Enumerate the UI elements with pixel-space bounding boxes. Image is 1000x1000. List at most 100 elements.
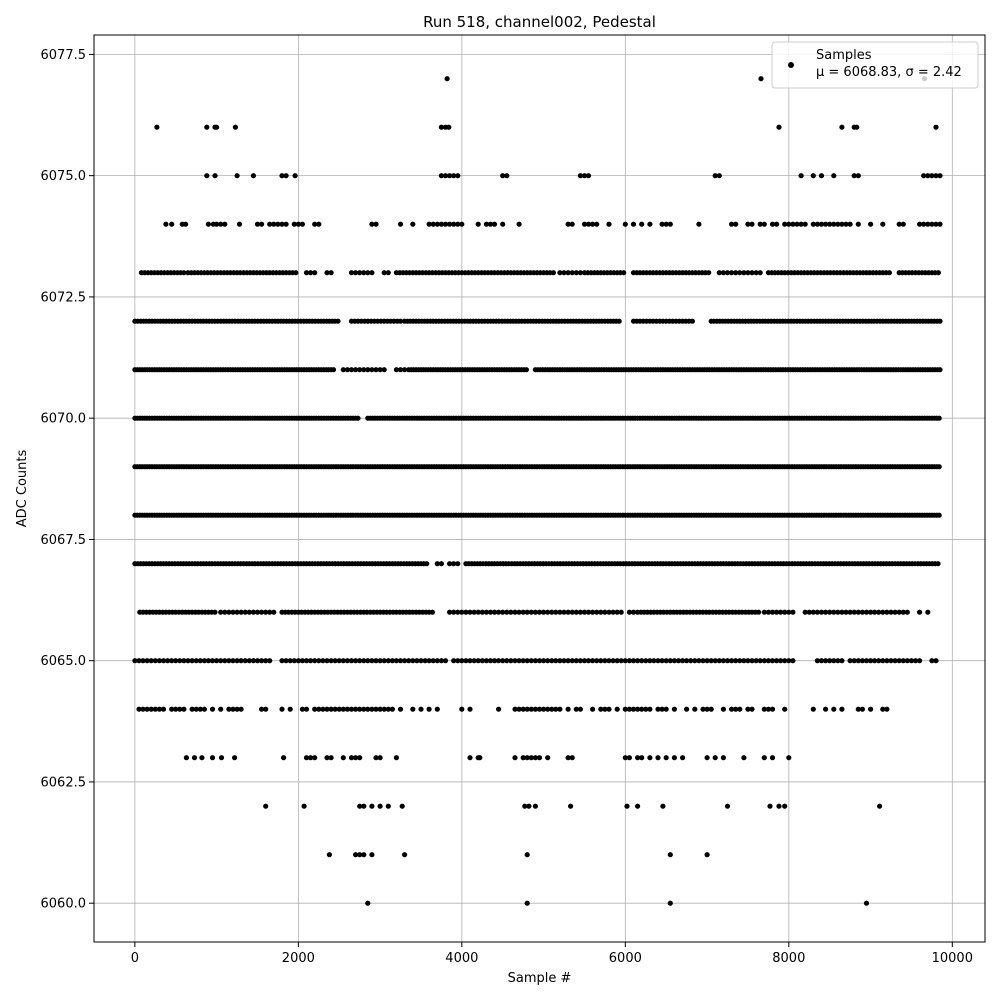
data-point <box>516 609 522 615</box>
data-point <box>937 173 943 179</box>
data-point <box>442 658 449 664</box>
data-point <box>303 755 310 761</box>
data-point <box>226 609 232 615</box>
data-point <box>622 221 628 227</box>
data-point <box>585 173 592 179</box>
data-point <box>316 706 322 712</box>
data-point <box>324 706 330 712</box>
data-point <box>655 706 661 712</box>
data-point <box>442 173 449 179</box>
data-point <box>455 173 461 179</box>
data-point <box>348 706 355 712</box>
data-point <box>606 706 612 712</box>
data-point <box>758 76 764 82</box>
data-point <box>908 658 915 664</box>
data-point <box>630 221 637 227</box>
data-point <box>238 609 244 615</box>
data-point <box>590 658 596 664</box>
data-point <box>568 803 574 809</box>
data-point <box>729 270 735 276</box>
data-point <box>847 658 853 664</box>
data-point <box>328 706 334 712</box>
data-point <box>332 706 338 712</box>
data-point <box>275 221 281 227</box>
data-point <box>545 658 551 664</box>
data-point <box>508 609 514 615</box>
data-point <box>810 173 816 179</box>
data-point <box>169 706 175 712</box>
data-point <box>831 706 837 712</box>
data-point <box>553 658 559 664</box>
data-point <box>455 561 461 567</box>
data-point <box>851 173 857 179</box>
data-point <box>765 658 772 664</box>
data-point <box>622 658 628 664</box>
data-point <box>169 658 175 664</box>
data-point <box>936 415 942 421</box>
data-point <box>577 173 584 179</box>
data-point <box>733 658 739 664</box>
data-point <box>303 658 310 664</box>
data-point <box>602 706 608 712</box>
data-point <box>532 803 539 809</box>
data-point <box>614 609 620 615</box>
data-point <box>806 609 812 615</box>
data-point <box>545 755 551 761</box>
data-point <box>933 658 939 664</box>
data-point <box>508 658 514 664</box>
data-point <box>209 658 216 664</box>
data-point <box>839 658 845 664</box>
data-points <box>132 76 943 906</box>
data-point <box>863 900 870 906</box>
data-point <box>393 658 399 664</box>
data-point <box>569 221 575 227</box>
data-point <box>152 658 158 664</box>
legend-marker-samples <box>788 62 794 68</box>
data-point <box>283 221 289 227</box>
data-point <box>810 221 816 227</box>
data-point <box>426 658 432 664</box>
data-point <box>163 221 169 227</box>
data-point <box>782 609 788 615</box>
data-point <box>316 658 322 664</box>
data-point <box>267 609 273 615</box>
data-point <box>814 609 821 615</box>
data-point <box>594 658 600 664</box>
data-point <box>565 609 571 615</box>
data-point <box>639 755 645 761</box>
data-point <box>242 609 248 615</box>
data-point <box>287 706 293 712</box>
data-point <box>369 803 375 809</box>
data-point <box>447 221 453 227</box>
data-point <box>749 221 755 227</box>
data-point <box>635 706 641 712</box>
data-point <box>720 706 727 712</box>
data-point <box>523 367 530 373</box>
data-point <box>888 658 894 664</box>
data-point <box>630 609 637 615</box>
data-point <box>549 658 555 664</box>
data-point <box>402 658 408 664</box>
data-point <box>581 221 588 227</box>
data-point <box>361 803 367 809</box>
data-point <box>393 755 399 761</box>
data-point <box>434 561 440 567</box>
data-point <box>528 755 534 761</box>
data-point <box>373 367 379 373</box>
data-point <box>585 658 592 664</box>
data-point <box>827 658 833 664</box>
data-point <box>516 706 522 712</box>
data-point <box>324 658 330 664</box>
data-point <box>487 609 494 615</box>
data-point <box>835 609 841 615</box>
data-point <box>532 609 539 615</box>
data-point <box>749 706 755 712</box>
data-point <box>921 221 927 227</box>
data-point <box>418 658 424 664</box>
data-point <box>259 706 265 712</box>
data-point <box>581 658 588 664</box>
data-point <box>160 706 167 712</box>
data-point <box>745 221 751 227</box>
data-point <box>218 755 225 761</box>
data-point <box>880 706 886 712</box>
